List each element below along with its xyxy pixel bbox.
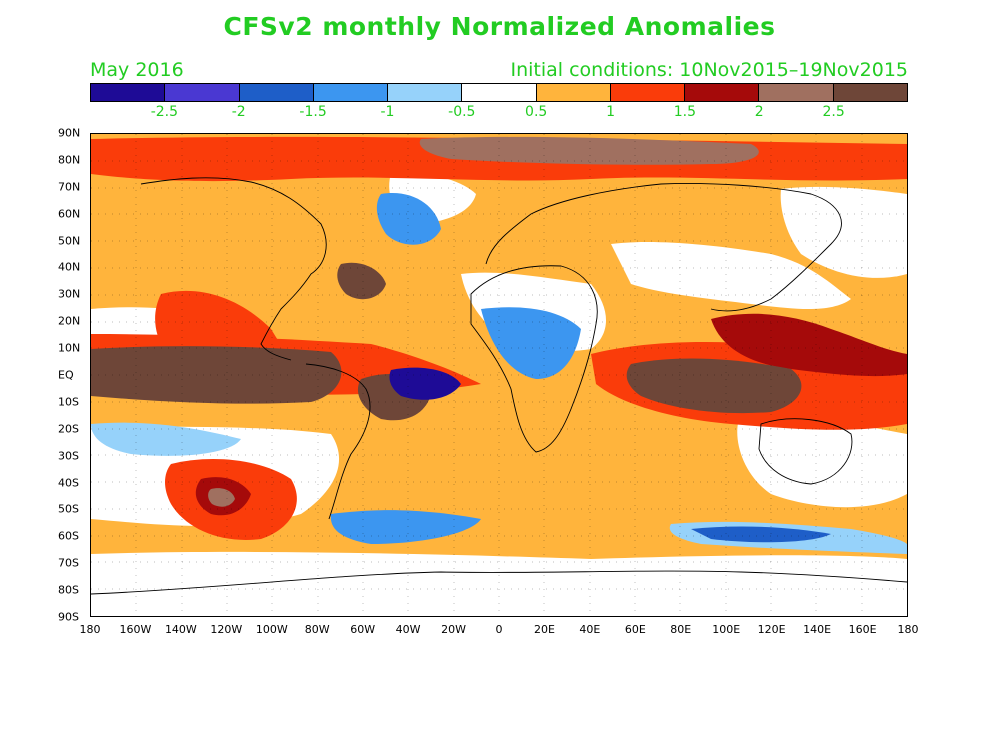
anomaly-lightbrown	[208, 488, 235, 507]
anomaly-blue	[376, 193, 441, 245]
neutral-region	[737, 413, 907, 508]
colorbar-bin-8	[610, 84, 686, 101]
neutral-region	[611, 242, 851, 309]
anomaly-darkblue	[389, 367, 461, 400]
colorbar-bin-3	[239, 84, 314, 101]
anomaly-brown	[337, 262, 386, 300]
longitude-label: 40W	[395, 623, 421, 636]
colorbar-label: 1.5	[673, 104, 697, 120]
coast-south-america	[305, 363, 371, 520]
longitude-label: 140W	[164, 623, 197, 636]
latitude-label: 80S	[58, 583, 79, 597]
colorbar-label: -1	[380, 104, 395, 120]
map-title: CFSv2 monthly Normalized Anomalies	[223, 12, 776, 41]
latitude-label: 30N	[58, 287, 81, 301]
latitude-label: 30S	[58, 449, 79, 463]
colorbar-bin-2	[165, 84, 240, 101]
latitude-label: 50S	[58, 502, 79, 516]
longitude-label: 120E	[757, 623, 786, 636]
coast-north-america	[140, 177, 327, 361]
anomaly-map-svg	[91, 134, 907, 616]
latitude-label: 40S	[58, 476, 79, 490]
latitude-label: 90N	[58, 126, 81, 140]
coast-australia	[758, 418, 853, 485]
colorbar-bin-1	[91, 84, 166, 101]
colorbar-bin-11	[833, 84, 907, 101]
coastlines	[91, 177, 907, 595]
anomaly-map	[90, 133, 908, 617]
longitude-label: 100E	[712, 623, 741, 636]
latitude-label: 60S	[58, 529, 79, 543]
latitude-label: 10S	[58, 395, 79, 409]
anomaly-lightbrown	[419, 136, 759, 165]
latitude-label: 10N	[58, 341, 81, 355]
longitude-label: 0	[495, 623, 503, 636]
latitude-label: 20N	[58, 314, 81, 328]
colorbar-bin-10	[759, 84, 834, 101]
colorbar-label: -1.5	[299, 104, 327, 120]
longitude-label: 120W	[210, 623, 243, 636]
longitude-label: 180	[79, 623, 101, 636]
longitude-label: 40E	[579, 623, 601, 636]
colorbar-bin-4	[313, 84, 389, 101]
latitude-label: 70S	[58, 556, 79, 570]
longitude-label: 160E	[848, 623, 877, 636]
longitude-label: 80E	[670, 623, 692, 636]
colorbar-label: 2.5	[822, 104, 845, 120]
latitude-label: 90S	[58, 610, 79, 624]
colorbar-bin-9	[685, 84, 760, 101]
latitude-label: 40N	[58, 260, 81, 274]
initial-conditions: Initial conditions: 10Nov2015–19Nov2015	[510, 59, 908, 81]
longitude-label: 20E	[533, 623, 555, 636]
neutral-region	[91, 551, 907, 616]
colorbar-bin-7	[536, 84, 611, 101]
colorbar-bin-6	[462, 84, 537, 101]
colorbar-bin-5	[388, 84, 463, 101]
coast-eurasia	[485, 183, 842, 312]
latitude-label: 60N	[58, 207, 81, 221]
colorbar-label: 2	[754, 104, 764, 120]
neutral-region	[780, 186, 907, 278]
anomaly-blue	[330, 510, 481, 544]
latitude-label: 20S	[58, 422, 79, 436]
colorbar-label: -2.5	[150, 104, 179, 120]
longitude-label: 20W	[441, 623, 466, 636]
anomaly-brown	[91, 346, 342, 404]
latitude-label: 50N	[58, 234, 81, 248]
longitude-label: 80W	[304, 623, 330, 636]
colorbar-label: 1	[606, 104, 615, 120]
longitude-label: 140E	[803, 623, 832, 636]
anomaly-blue-strong	[691, 526, 831, 543]
longitude-label: 60E	[624, 623, 646, 636]
latitude-label: 80N	[58, 153, 81, 167]
longitude-label: 60W	[350, 623, 376, 636]
longitude-label: 160W	[119, 623, 152, 636]
colorbar-label: -2	[231, 104, 246, 120]
colorbar-label: 0.5	[525, 104, 548, 120]
longitude-label: 100W	[255, 623, 288, 636]
colorbar	[90, 83, 908, 102]
colorbar-label: -0.5	[448, 104, 476, 120]
anomaly-lightblue	[91, 422, 241, 456]
anomaly-darkred	[711, 313, 907, 377]
forecast-month: May 2016	[90, 59, 184, 81]
anomaly-blue	[481, 307, 581, 379]
coast-antarctica	[91, 570, 907, 595]
longitude-label: 180	[897, 623, 919, 636]
latitude-label: 70N	[58, 180, 81, 194]
anomaly-brown	[626, 358, 802, 414]
latitude-label: EQ	[58, 368, 74, 382]
coast-africa	[470, 265, 598, 453]
